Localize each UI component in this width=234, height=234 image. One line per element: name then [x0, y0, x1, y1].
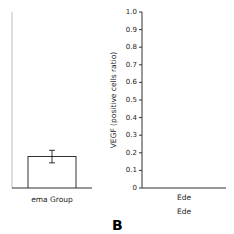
y-tick-label: 0.5: [126, 96, 137, 104]
y-tick: [139, 64, 142, 65]
y-axis-label: VEGF (positive cells ratio): [109, 52, 118, 149]
y-tick: [139, 12, 142, 13]
y-tick-label: 0.3: [126, 131, 137, 139]
figure: ema Group 0 0.1 0.2 0.3 0.4 0.5 0.6 0.7 0.8 0.9 1.0…: [0, 0, 234, 234]
x-axis-label: ema Group: [31, 195, 73, 204]
y-tick-label: 0.6: [126, 78, 138, 86]
x-axis-label: Ede: [177, 207, 191, 216]
y-tick: [139, 29, 142, 30]
y-tick-label: 0.2: [126, 149, 137, 157]
error-cap: [49, 162, 55, 163]
x-tick-label: Ede: [177, 193, 191, 202]
y-tick: [139, 100, 142, 101]
y-tick: [139, 117, 142, 118]
error-cap: [49, 150, 55, 151]
y-tick-label: 0.9: [126, 26, 137, 34]
y-tick-label: 0: [133, 184, 137, 192]
y-tick-label: 0.1: [126, 166, 137, 174]
y-axis-line: [12, 12, 13, 188]
error-line: [52, 150, 53, 163]
panel: 0 0.1 0.2 0.3 0.4 0.5 0.6 0.7 0.8 0.9 1.0 Ede Ede VEG…: [109, 8, 226, 233]
y-tick-label: 0.7: [126, 61, 137, 69]
y-tick-label: 0.8: [126, 43, 137, 51]
panel-label: B: [112, 217, 123, 233]
x-axis-line: [142, 188, 226, 189]
y-tick-label: 1.0: [126, 8, 137, 16]
y-tick: [139, 188, 142, 189]
y-tick: [139, 170, 142, 171]
y-tick: [139, 135, 142, 136]
panel: ema Group: [12, 12, 92, 204]
error-bar: [49, 150, 55, 163]
y-tick: [139, 152, 142, 153]
y-tick: [139, 82, 142, 83]
marks: [28, 150, 76, 188]
y-tick-label: 0.4: [126, 114, 138, 122]
y-tick: [139, 47, 142, 48]
